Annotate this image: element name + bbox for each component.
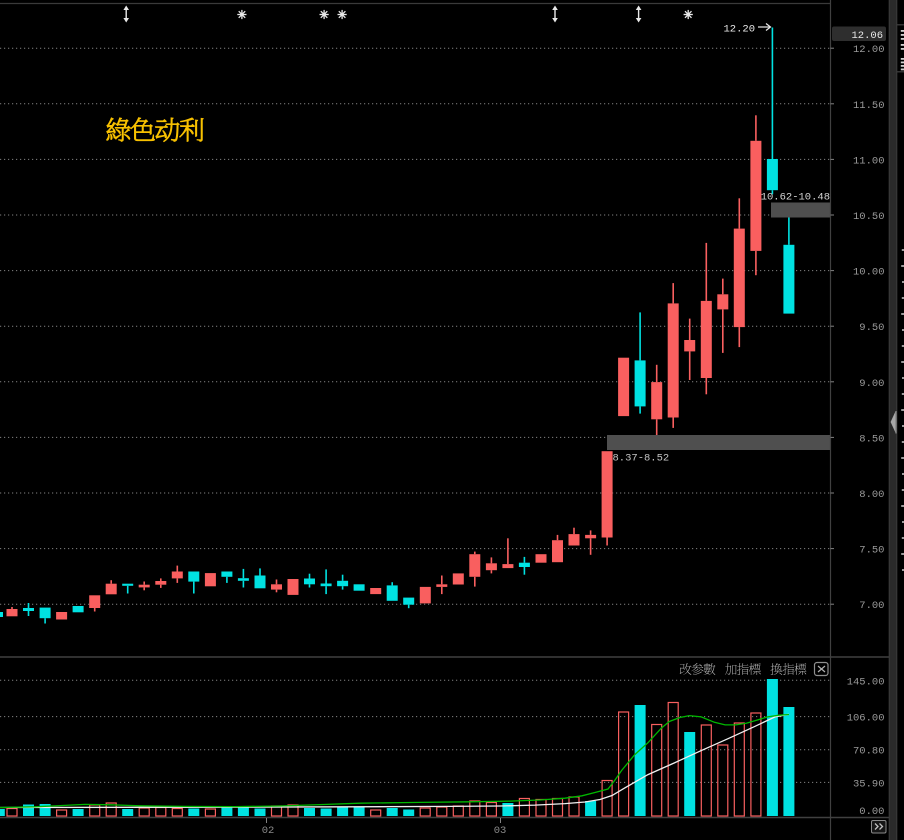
svg-text:8.37-8.52: 8.37-8.52 bbox=[613, 453, 670, 465]
svg-text:106.00: 106.00 bbox=[847, 713, 885, 725]
svg-text:11.00: 11.00 bbox=[853, 155, 885, 167]
svg-text:145.00: 145.00 bbox=[847, 676, 885, 688]
svg-text:8.00: 8.00 bbox=[859, 489, 884, 501]
svg-text:12.20: 12.20 bbox=[723, 24, 755, 36]
svg-text:9.50: 9.50 bbox=[859, 322, 884, 334]
svg-text:0.00: 0.00 bbox=[859, 806, 884, 818]
svg-text:12.00: 12.00 bbox=[853, 44, 885, 56]
svg-text:70.80: 70.80 bbox=[853, 746, 885, 758]
svg-text:11.50: 11.50 bbox=[853, 100, 885, 112]
svg-text:12.06: 12.06 bbox=[851, 30, 883, 42]
svg-text:02: 02 bbox=[262, 825, 275, 837]
svg-text:10.62-10.48: 10.62-10.48 bbox=[761, 192, 830, 204]
svg-text:9.00: 9.00 bbox=[859, 378, 884, 390]
svg-text:10.50: 10.50 bbox=[853, 211, 885, 223]
svg-text:7.00: 7.00 bbox=[859, 600, 884, 612]
svg-text:8.50: 8.50 bbox=[859, 433, 884, 445]
svg-text:7.50: 7.50 bbox=[859, 545, 884, 557]
svg-text:35.90: 35.90 bbox=[853, 778, 885, 790]
svg-text:10.00: 10.00 bbox=[853, 267, 885, 279]
svg-text:03: 03 bbox=[494, 825, 507, 837]
